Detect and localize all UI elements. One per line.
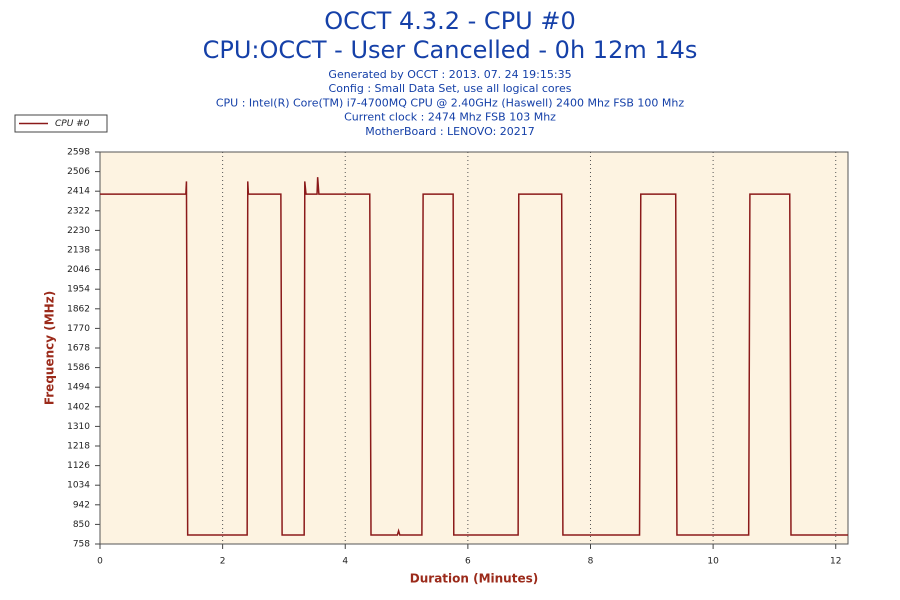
y-tick-label: 1310 [67,422,90,432]
data-line [100,177,848,536]
x-tick-label: 0 [97,557,103,567]
y-tick-label: 1586 [67,363,90,373]
y-tick-label: 1126 [67,461,90,471]
x-tick-label: 4 [342,557,348,567]
x-tick-label: 8 [588,557,594,567]
y-tick-label: 1494 [67,383,90,393]
y-tick-label: 2230 [67,226,90,236]
x-tick-label: 10 [707,557,719,567]
legend-label: CPU #0 [55,119,90,129]
legend-box [14,114,108,133]
y-tick-label: 1678 [67,344,90,354]
info-line: Config : Small Data Set, use all logical… [329,82,572,95]
x-tick-label: 12 [830,557,841,567]
chart-title: OCCT 4.3.2 - CPU #0 [324,7,575,35]
info-line: Generated by OCCT : 2013. 07. 24 19:15:3… [328,68,571,81]
info-line: MotherBoard : LENOVO: 20217 [365,125,535,138]
y-tick-label: 2046 [67,265,90,275]
y-axis-label: Frequency (MHz) [43,291,57,405]
y-tick-label: 1218 [67,442,90,452]
info-line: CPU : Intel(R) Core(TM) i7-4700MQ CPU @ … [216,96,685,109]
y-tick-label: 2598 [67,148,90,158]
y-tick-label: 2138 [67,246,90,256]
x-axis-label: Duration (Minutes) [410,572,538,586]
plot-area [99,151,849,545]
x-tick-label: 6 [465,557,471,567]
chart-subtitle: CPU:OCCT - User Cancelled - 0h 12m 14s [203,36,698,64]
y-tick-label: 2414 [67,187,90,197]
y-tick-label: 942 [73,500,90,510]
y-tick-label: 758 [73,540,90,550]
y-tick-label: 850 [73,520,90,530]
y-tick-label: 2322 [67,206,90,216]
info-line: Current clock : 2474 Mhz FSB 103 Mhz [344,111,556,124]
y-tick-label: 1770 [67,324,90,334]
y-tick-label: 1954 [67,285,90,295]
y-tick-label: 2506 [67,167,90,177]
y-tick-label: 1402 [67,402,90,412]
y-tick-label: 1862 [67,304,90,314]
y-tick-label: 1034 [67,481,90,491]
x-tick-label: 2 [220,557,226,567]
